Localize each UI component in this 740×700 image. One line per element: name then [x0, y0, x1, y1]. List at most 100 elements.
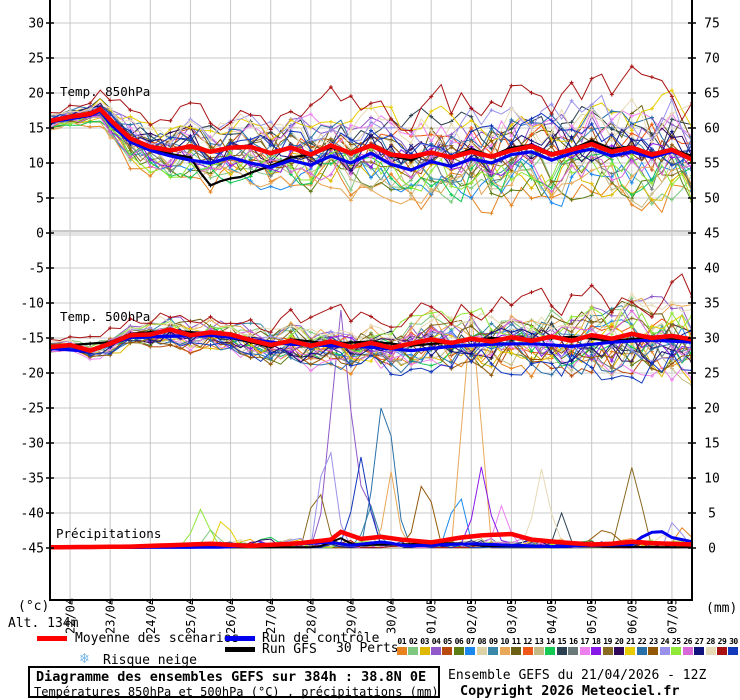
pert-number: 08 — [477, 637, 487, 646]
svg-text:35: 35 — [704, 297, 720, 312]
pert-number: 28 — [706, 637, 715, 646]
pert-color-square — [453, 647, 464, 655]
pert-number: 02 — [408, 637, 418, 646]
pert-cell: 21 — [625, 637, 636, 655]
svg-text:-35: -35 — [21, 472, 44, 487]
svg-text:15: 15 — [704, 437, 720, 452]
diagram-title: Diagramme des ensembles GEFS sur 384h : … — [36, 669, 427, 685]
svg-text:55: 55 — [704, 157, 720, 172]
pert-color-square — [694, 647, 705, 655]
pert-color-square — [488, 647, 499, 655]
panel-label-precip: Précipitations — [56, 526, 161, 541]
pert-cell: 24 — [659, 637, 670, 655]
pert-color-square — [625, 647, 636, 655]
svg-text:65: 65 — [704, 87, 720, 102]
pert-color-square — [614, 647, 625, 655]
pert-cell: 14 — [545, 637, 556, 655]
pert-number: 01 — [397, 637, 407, 646]
axes — [49, 0, 693, 601]
pert-number: 03 — [420, 637, 429, 646]
svg-text:25: 25 — [28, 52, 44, 67]
altitude-label: Alt. 134m — [8, 616, 79, 631]
pert-color-square — [545, 647, 556, 655]
run-info: Ensemble GEFS du 21/04/2026 - 12Z — [448, 668, 707, 683]
pert-cell: 07 — [465, 637, 476, 655]
diagram-title-box: Diagramme des ensembles GEFS sur 384h : … — [28, 666, 440, 699]
pert-cell: 08 — [476, 637, 487, 655]
pert-number: 15 — [557, 637, 567, 646]
svg-text:50: 50 — [704, 192, 720, 207]
svg-text:01/05: 01/05 — [425, 598, 439, 634]
svg-text:40: 40 — [704, 262, 720, 277]
pert-cell: 10 — [499, 637, 510, 655]
pert-color-square — [659, 647, 670, 655]
pert-cell: 20 — [613, 637, 625, 655]
pert-number: 19 — [603, 637, 612, 646]
ensemble-chart: 302520151050-5-10-15-20-25-30-35-40-4575… — [21, 0, 720, 634]
mean-line-label: Moyenne des scénarios — [75, 631, 240, 646]
svg-text:23/04: 23/04 — [104, 598, 118, 634]
ensemble-series — [49, 64, 693, 550]
svg-text:29/04: 29/04 — [344, 598, 358, 634]
pert-color-square — [522, 647, 533, 655]
mean-line-swatch — [37, 636, 67, 641]
pert-number: 20 — [614, 637, 624, 646]
pert-number: 06 — [454, 637, 464, 646]
gfs-line-label: Run GFS — [262, 642, 317, 657]
pert-cell: 23 — [648, 637, 659, 655]
pert-cell: 16 — [568, 637, 579, 655]
pert-color-square — [716, 647, 727, 655]
svg-text:30: 30 — [704, 332, 720, 347]
pert-number: 04 — [431, 637, 441, 646]
pert-color-square — [419, 647, 430, 655]
pert-cell: 11 — [510, 637, 522, 655]
svg-text:03/05: 03/05 — [505, 598, 519, 634]
pert-color-square — [568, 647, 579, 655]
pert-cell: 05 — [442, 637, 453, 655]
pert-cell: 01 — [396, 637, 407, 655]
panel-label-temp500: Temp. 500hPa — [60, 309, 150, 324]
svg-text:02/05: 02/05 — [465, 598, 479, 634]
pert-number: 25 — [671, 637, 681, 646]
perts-count-label: 30 Perts. — [336, 641, 407, 656]
pert-number: 30 — [729, 637, 738, 646]
pert-cell: 28 — [705, 637, 716, 655]
pert-number: 11 — [511, 637, 521, 646]
svg-text:0: 0 — [36, 227, 44, 242]
svg-text:20: 20 — [28, 87, 44, 102]
snow-risk-label: Risque neige — [103, 653, 197, 668]
svg-text:24/04: 24/04 — [144, 598, 158, 634]
pert-cell: 06 — [453, 637, 464, 655]
gridlines — [50, 0, 692, 600]
left-axis-unit: (°c) — [18, 599, 50, 614]
pert-color-square — [408, 647, 419, 655]
svg-text:15: 15 — [28, 122, 44, 137]
pert-number: 26 — [683, 637, 692, 646]
svg-text:-20: -20 — [21, 367, 44, 382]
svg-text:70: 70 — [704, 52, 720, 67]
svg-text:-5: -5 — [28, 262, 44, 277]
svg-text:0: 0 — [708, 542, 716, 557]
svg-text:75: 75 — [704, 17, 720, 32]
svg-text:25: 25 — [704, 367, 720, 382]
svg-text:45: 45 — [704, 227, 720, 242]
pert-number: 05 — [443, 637, 452, 646]
pert-cell: 26 — [682, 637, 693, 655]
pert-color-square — [579, 647, 590, 655]
svg-text:05/05: 05/05 — [585, 598, 599, 634]
svg-text:5: 5 — [708, 507, 716, 522]
pert-color-square — [511, 647, 522, 655]
pert-number: 29 — [717, 637, 727, 646]
svg-text:60: 60 — [704, 122, 720, 137]
svg-text:-25: -25 — [21, 402, 44, 417]
pert-number: 13 — [534, 637, 544, 646]
svg-text:06/05: 06/05 — [625, 598, 639, 634]
svg-text:04/05: 04/05 — [545, 598, 559, 634]
svg-text:5: 5 — [36, 192, 44, 207]
pert-number: 18 — [591, 637, 601, 646]
svg-text:10: 10 — [704, 472, 720, 487]
pert-cell: 12 — [522, 637, 533, 655]
pert-cell: 25 — [671, 637, 682, 655]
svg-text:-40: -40 — [21, 507, 44, 522]
